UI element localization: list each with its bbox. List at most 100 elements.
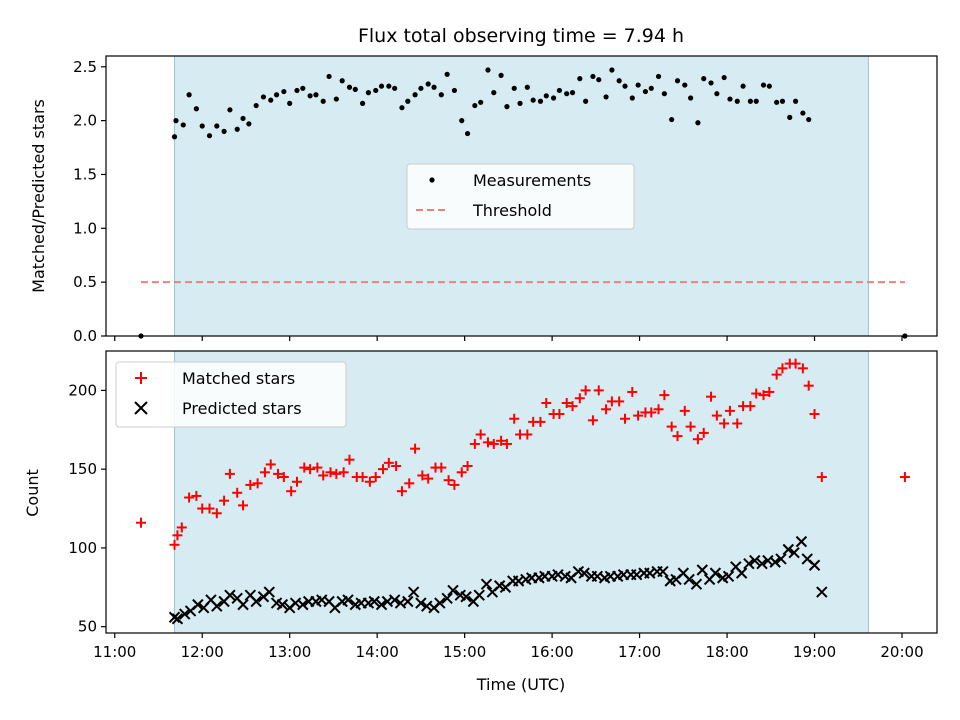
bottom-point-46 [462, 461, 473, 472]
bottom-point-66 [593, 385, 604, 396]
x-b [179, 608, 191, 620]
top-point-27 [339, 78, 345, 84]
bottom-point-100 [816, 472, 827, 483]
x-b [578, 567, 590, 579]
bottom-series-0 [135, 358, 910, 550]
top-point-43 [444, 71, 450, 77]
x-b [572, 565, 585, 578]
top-point-15 [260, 94, 267, 100]
top-legend-label-0: Measurements [473, 171, 591, 190]
bottom-point-75 [657, 565, 669, 578]
bottom-point-11 [232, 487, 243, 498]
bottom-point-81 [692, 434, 703, 445]
x-b [454, 589, 466, 601]
top-point-21 [300, 85, 306, 91]
top-point-56 [530, 97, 536, 103]
bottom-point-85 [722, 570, 735, 582]
top-point-19 [287, 100, 293, 106]
top-point-70 [622, 83, 628, 89]
bottom-xtick-label-0: 11:00 [93, 643, 136, 661]
bottom-point-13 [250, 595, 262, 608]
bottom-point-40 [423, 473, 434, 484]
bottom-point-31 [364, 476, 375, 487]
bottom-point-3 [176, 522, 187, 533]
top-point-65 [590, 73, 596, 80]
bottom-xtick-label-7: 18:00 [705, 643, 748, 661]
top-point-73 [642, 88, 649, 95]
x-b [512, 575, 525, 587]
bottom-point-75 [653, 404, 664, 415]
top-point-12 [240, 115, 246, 122]
x-b [696, 564, 708, 576]
bottom-point-2 [172, 530, 183, 541]
top-point-24 [320, 98, 326, 104]
top-point-17 [273, 92, 280, 98]
bottom-point-70 [620, 413, 631, 424]
bottom-point-80 [690, 578, 703, 590]
bottom-point-87 [735, 567, 748, 579]
bottom-point-55 [522, 429, 533, 440]
bottom-ytick-label-0: 50 [78, 618, 97, 636]
bottom-point-24 [318, 470, 329, 481]
bottom-point-34 [383, 457, 394, 468]
bottom-point-84 [711, 410, 722, 421]
top-ytick-label-0: 0.0 [73, 327, 97, 345]
bottom-point-93 [771, 369, 782, 380]
bottom-point-88 [743, 557, 755, 570]
bottom-xtick-label-5: 16:00 [530, 643, 573, 661]
x-b [473, 589, 485, 601]
bottom-point-69 [614, 396, 625, 407]
x-b [297, 598, 309, 611]
x-b [250, 595, 262, 608]
bottom-point-74 [646, 407, 657, 418]
top-point-22 [307, 93, 313, 99]
top-point-87 [734, 98, 740, 104]
top-point-98 [806, 116, 812, 123]
bottom-xtick-label-6: 17:00 [618, 643, 661, 661]
top-ytick-label-1: 0.5 [73, 273, 97, 291]
top-point-75 [655, 73, 662, 80]
bottom-point-28 [344, 454, 355, 465]
x-b [683, 573, 695, 586]
top-point-57 [537, 98, 544, 104]
bottom-panel: 50 100 150 200 11:00 12:00 13:00 14:00 15:00 16:0… [68, 350, 938, 661]
bottom-point-86 [724, 405, 735, 416]
top-point-6 [199, 123, 205, 129]
bottom-point-71 [627, 386, 638, 397]
bottom-point-43 [443, 475, 454, 486]
x-b [407, 586, 420, 598]
bottom-point-13 [245, 479, 256, 490]
bottom-point-50 [488, 438, 499, 449]
bottom-point-48 [475, 429, 486, 440]
bottom-point-44 [449, 479, 460, 490]
top-point-37 [405, 98, 411, 104]
bottom-point-76 [659, 390, 670, 401]
top-point-53 [511, 85, 517, 91]
top-point-94 [779, 98, 786, 104]
bottom-point-63 [578, 567, 590, 579]
bottom-point-79 [683, 573, 695, 586]
top-point-18 [281, 88, 287, 95]
bottom-xtick-label-4: 15:00 [443, 643, 486, 661]
bottom-point-32 [375, 598, 388, 611]
top-point-51 [498, 72, 504, 78]
top-point-52 [504, 104, 510, 110]
bottom-point-57 [535, 416, 546, 427]
x-b [709, 567, 722, 579]
top-point-67 [603, 94, 609, 100]
x-b [630, 569, 643, 581]
x-b [434, 597, 446, 609]
top-point-9 [221, 128, 227, 134]
bottom-point-25 [325, 467, 336, 478]
top-point-64 [583, 98, 589, 104]
top-point-25 [326, 73, 332, 80]
top-point-32 [373, 87, 379, 94]
chart-title: Flux total observing time = 7.94 h [358, 25, 684, 47]
bottom-point-77 [666, 421, 677, 432]
x-b [237, 598, 249, 611]
bottom-point-49 [482, 437, 493, 448]
bottom-point-22 [305, 464, 316, 475]
bottom-point-96 [790, 358, 801, 369]
top-point-38 [412, 92, 418, 98]
x-b [270, 597, 283, 609]
